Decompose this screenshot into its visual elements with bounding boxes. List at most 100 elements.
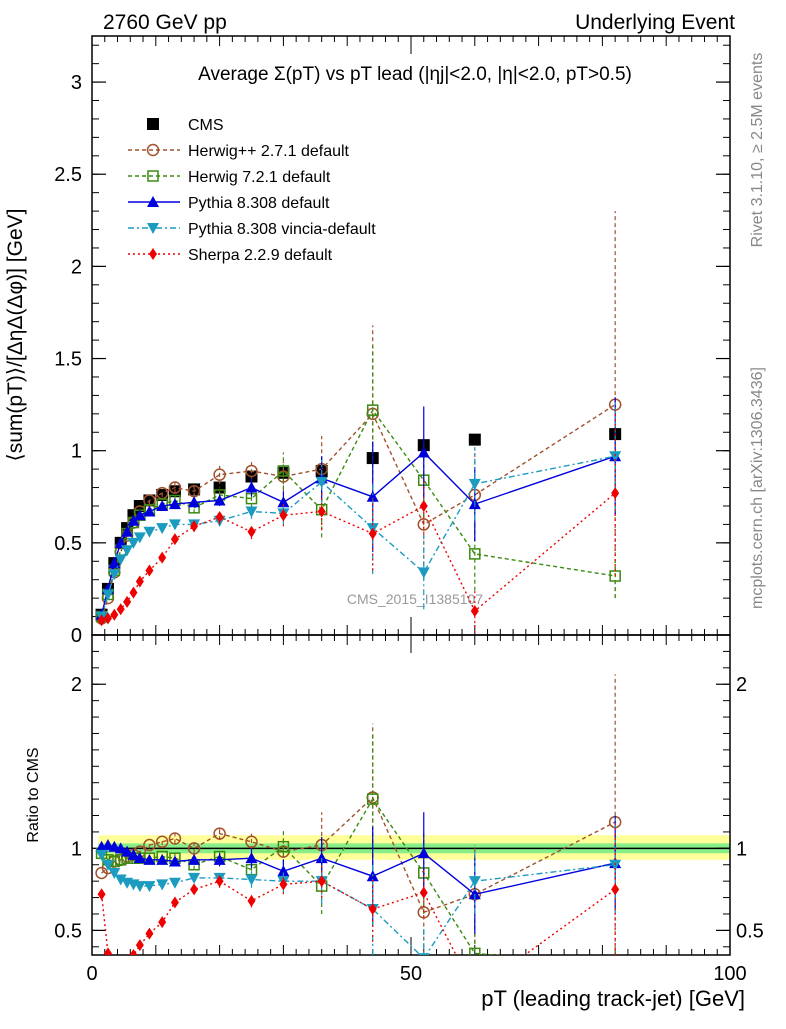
chart-title-text: Average Σ(pT) vs pT lead (|ηj|<2.0, |η|<… xyxy=(198,64,632,85)
main-point xyxy=(277,496,290,508)
ratio-point xyxy=(417,953,430,955)
legend-item: Pythia 8.308 default xyxy=(128,195,330,212)
ratio-point xyxy=(190,883,199,896)
main-point xyxy=(103,612,112,625)
ratio-series xyxy=(95,815,622,955)
ratio-point xyxy=(129,949,138,955)
ratio-point xyxy=(170,896,179,909)
ratio-point xyxy=(143,853,156,865)
main-point xyxy=(279,509,288,522)
main-ytick-label: 0 xyxy=(71,625,82,647)
main-point xyxy=(121,545,134,557)
ratio-point xyxy=(127,848,140,860)
legend-label: Herwig++ 2.7.1 default xyxy=(188,143,350,160)
watermark: CMS_2015_I1385107 xyxy=(347,591,483,607)
ratio-panel: 0.5 0.5 1 1 2 2 0 50 100 xyxy=(54,634,764,985)
main-point xyxy=(168,481,182,494)
ratio-point xyxy=(101,859,114,871)
main-point xyxy=(417,446,430,458)
legend-label: Pythia 8.308 vincia-default xyxy=(188,221,376,238)
legend-marker xyxy=(147,196,159,207)
main-point xyxy=(156,499,169,511)
main-point xyxy=(127,537,140,549)
legend-marker xyxy=(149,248,157,260)
main-point xyxy=(368,527,377,540)
ratio-point xyxy=(168,855,181,867)
main-point xyxy=(190,520,199,533)
main-series xyxy=(95,400,622,623)
main-point xyxy=(366,490,379,502)
ratio-point xyxy=(156,853,169,865)
ratio-point xyxy=(95,849,108,861)
main-point xyxy=(611,487,620,500)
legend-marker xyxy=(147,118,159,130)
ratio-point xyxy=(468,888,481,900)
main-point xyxy=(215,511,224,524)
ratio-point xyxy=(277,865,290,877)
main-ytick-label: 2.5 xyxy=(54,164,82,186)
main-ytick-label: 1 xyxy=(71,441,82,463)
main-point xyxy=(417,567,430,579)
ratio-point xyxy=(368,903,377,916)
main-point xyxy=(247,525,256,538)
ratio-point xyxy=(315,852,328,864)
ratio-ytick-label-right: 2 xyxy=(736,674,747,696)
main-point xyxy=(213,468,226,481)
ratio-point xyxy=(143,838,156,852)
main-point xyxy=(143,526,156,538)
main-point xyxy=(468,478,481,490)
main-ytick-label: 1.5 xyxy=(54,349,82,371)
legend-marker xyxy=(147,170,159,182)
chart-title: Average Σ(pT) vs pT lead (|ηj|<2.0, |η|<… xyxy=(198,64,632,85)
ratio-ytick-label: 2 xyxy=(71,674,82,696)
main-point xyxy=(133,532,146,544)
main-ylabel: ⟨sum(pT)⟩/[ΔηΔ(Δφ)] [GeV] xyxy=(4,209,27,462)
ratio-point xyxy=(135,939,144,952)
legend-item: Herwig 7.2.1 default xyxy=(128,169,331,186)
ratio-line xyxy=(101,854,616,955)
main-point xyxy=(168,519,181,531)
ratio-point xyxy=(155,835,169,849)
x-axis-label: pT (leading track-jet) [GeV] xyxy=(481,986,745,1011)
ratio-point xyxy=(469,947,481,955)
main-point xyxy=(129,586,138,599)
main-point xyxy=(110,608,119,621)
main-point xyxy=(315,477,328,489)
main-point xyxy=(277,465,290,477)
legend-label: CMS xyxy=(188,117,224,134)
rivet-label: Rivet 3.1.10, ≥ 2.5M events xyxy=(749,53,766,248)
ratio-point xyxy=(277,840,290,853)
main-point xyxy=(108,557,121,569)
ratio-point xyxy=(114,842,127,854)
ratio-point xyxy=(168,832,182,845)
xtick-label: 100 xyxy=(713,963,746,985)
ratio-point xyxy=(611,883,620,896)
ratio-point xyxy=(188,853,201,865)
ratio-point xyxy=(213,853,226,865)
legend-label: Herwig 7.2.1 default xyxy=(188,169,331,186)
ratio-point xyxy=(279,878,288,891)
ratio-point xyxy=(114,854,127,866)
xtick-label: 0 xyxy=(86,963,97,985)
main-point xyxy=(116,603,125,616)
main-point xyxy=(245,464,258,478)
ratio-point xyxy=(417,847,430,859)
ratio-point xyxy=(317,875,326,888)
main-point xyxy=(366,404,379,416)
ratio-point xyxy=(188,872,201,884)
main-point xyxy=(609,451,622,463)
main-point xyxy=(145,564,154,577)
main-point xyxy=(108,569,121,581)
ratio-ytick-label-right: 0.5 xyxy=(736,920,764,942)
main-ytick-label: 3 xyxy=(71,72,82,94)
ratio-point xyxy=(114,874,127,886)
ratio-point xyxy=(97,888,106,901)
legend-label: Sherpa 2.2.9 default xyxy=(188,247,333,264)
main-panel: 0 0.5 1 1.5 2 2.5 3 xyxy=(54,35,731,647)
main-point xyxy=(121,525,134,537)
main-point xyxy=(317,505,326,518)
ratio-point xyxy=(168,877,181,889)
main-series xyxy=(95,397,622,620)
main-point xyxy=(468,433,481,446)
ratio-frame xyxy=(91,634,731,956)
